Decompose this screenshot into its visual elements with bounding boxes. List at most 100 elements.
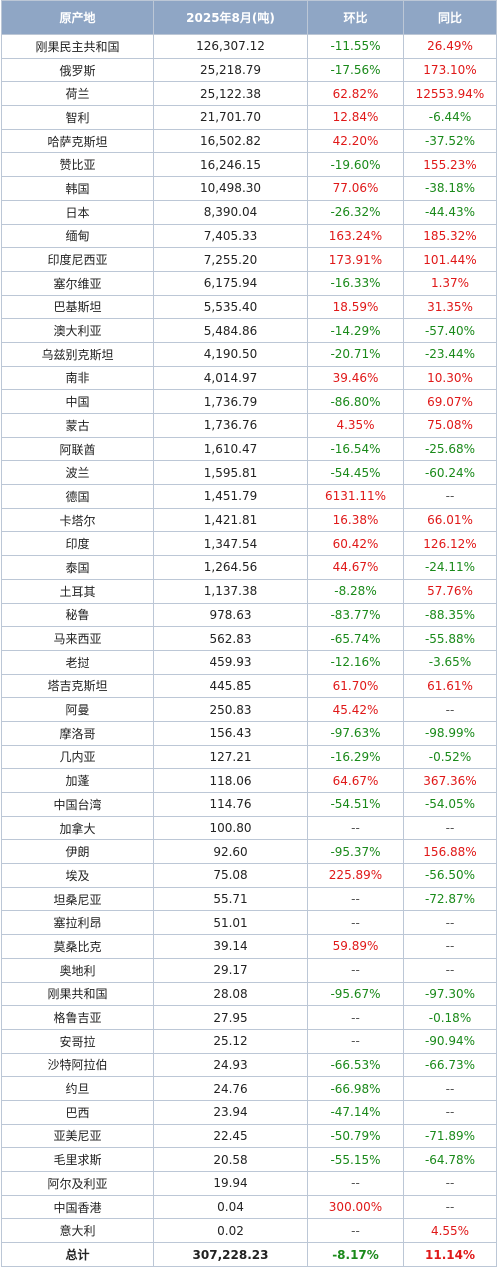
yoy-cell: 31.35% bbox=[403, 294, 497, 320]
table-row: 伊朗 92.60 -95.37% 156.88% bbox=[1, 839, 497, 865]
origin-cell: 日本 bbox=[1, 199, 154, 225]
origin-cell: 秘鲁 bbox=[1, 602, 154, 628]
volume-cell: 16,246.15 bbox=[153, 152, 308, 178]
table-row: 蒙古 1,736.76 4.35% 75.08% bbox=[1, 413, 497, 438]
origin-cell: 巴西 bbox=[1, 1099, 154, 1125]
table-row: 刚果共和国 28.08 -95.67% -97.30% bbox=[1, 981, 497, 1007]
volume-cell: 1,610.47 bbox=[153, 436, 308, 462]
table-row: 中国香港 0.04 300.00% -- bbox=[1, 1194, 497, 1220]
header-mom: 环比 bbox=[307, 0, 404, 35]
mom-cell: -97.63% bbox=[307, 720, 404, 746]
volume-cell: 1,736.79 bbox=[153, 389, 308, 414]
table-row: 俄罗斯 25,218.79 -17.56% 173.10% bbox=[1, 57, 497, 83]
origin-cell: 德国 bbox=[1, 484, 154, 509]
volume-cell: 25,218.79 bbox=[153, 57, 308, 83]
origin-cell: 阿尔及利亚 bbox=[1, 1171, 154, 1196]
volume-cell: 10,498.30 bbox=[153, 176, 308, 201]
yoy-cell: 1.37% bbox=[403, 270, 497, 296]
mom-cell: -65.74% bbox=[307, 626, 404, 651]
mom-cell: 300.00% bbox=[307, 1194, 404, 1220]
mom-cell: 45.42% bbox=[307, 697, 404, 722]
yoy-cell: -- bbox=[403, 1099, 497, 1125]
volume-cell: 23.94 bbox=[153, 1099, 308, 1125]
yoy-cell: -57.40% bbox=[403, 318, 497, 343]
yoy-cell: 11.14% bbox=[403, 1242, 497, 1268]
table-row: 波兰 1,595.81 -54.45% -60.24% bbox=[1, 460, 497, 486]
header-row: 原产地 2025年8月(吨) 环比 同比 bbox=[1, 0, 497, 35]
origin-cell: 伊朗 bbox=[1, 839, 154, 865]
yoy-cell: -0.18% bbox=[403, 1005, 497, 1030]
volume-cell: 5,535.40 bbox=[153, 294, 308, 320]
mom-cell: -16.33% bbox=[307, 270, 404, 296]
mom-cell: 42.20% bbox=[307, 128, 404, 154]
yoy-cell: -72.87% bbox=[403, 886, 497, 912]
origin-cell: 莫桑比克 bbox=[1, 934, 154, 959]
origin-cell: 澳大利亚 bbox=[1, 318, 154, 343]
volume-cell: 0.04 bbox=[153, 1194, 308, 1220]
yoy-cell: 155.23% bbox=[403, 152, 497, 178]
mom-cell: -11.55% bbox=[307, 34, 404, 59]
yoy-cell: -55.88% bbox=[403, 626, 497, 651]
origin-cell: 蒙古 bbox=[1, 413, 154, 438]
mom-cell: 173.91% bbox=[307, 247, 404, 272]
yoy-cell: 4.55% bbox=[403, 1218, 497, 1244]
origin-cell: 南非 bbox=[1, 365, 154, 391]
yoy-cell: -- bbox=[403, 910, 497, 936]
yoy-cell: -- bbox=[403, 697, 497, 722]
mom-cell: 6131.11% bbox=[307, 484, 404, 509]
volume-cell: 1,736.76 bbox=[153, 413, 308, 438]
volume-cell: 250.83 bbox=[153, 697, 308, 722]
mom-cell: -- bbox=[307, 1218, 404, 1244]
yoy-cell: -- bbox=[403, 1171, 497, 1196]
origin-cell: 刚果民主共和国 bbox=[1, 34, 154, 59]
table-row: 卡塔尔 1,421.81 16.38% 66.01% bbox=[1, 507, 497, 533]
header-origin: 原产地 bbox=[1, 0, 154, 35]
origin-cell: 土耳其 bbox=[1, 578, 154, 604]
yoy-cell: 185.32% bbox=[403, 223, 497, 249]
volume-cell: 19.94 bbox=[153, 1171, 308, 1196]
volume-cell: 100.80 bbox=[153, 815, 308, 841]
mom-cell: 61.70% bbox=[307, 673, 404, 699]
table-row: 巴西 23.94 -47.14% -- bbox=[1, 1099, 497, 1125]
mom-cell: -- bbox=[307, 910, 404, 936]
mom-cell: -20.71% bbox=[307, 341, 404, 367]
yoy-cell: -54.05% bbox=[403, 792, 497, 817]
table-row: 几内亚 127.21 -16.29% -0.52% bbox=[1, 744, 497, 770]
volume-cell: 118.06 bbox=[153, 768, 308, 793]
table-body: 刚果民主共和国 126,307.12 -11.55% 26.49% 俄罗斯 25,218.… bbox=[1, 34, 497, 1268]
origin-cell: 哈萨克斯坦 bbox=[1, 128, 154, 154]
yoy-cell: -97.30% bbox=[403, 981, 497, 1007]
table-row: 印度尼西亚 7,255.20 173.91% 101.44% bbox=[1, 247, 497, 272]
table-row: 日本 8,390.04 -26.32% -44.43% bbox=[1, 199, 497, 225]
table-row: 哈萨克斯坦 16,502.82 42.20% -37.52% bbox=[1, 128, 497, 154]
volume-cell: 1,347.54 bbox=[153, 531, 308, 557]
volume-cell: 27.95 bbox=[153, 1005, 308, 1030]
yoy-cell: 101.44% bbox=[403, 247, 497, 272]
yoy-cell: -- bbox=[403, 934, 497, 959]
table-row: 印度 1,347.54 60.42% 126.12% bbox=[1, 531, 497, 557]
yoy-cell: -- bbox=[403, 815, 497, 841]
table-row: 塞拉利昂 51.01 -- -- bbox=[1, 910, 497, 936]
mom-cell: -95.67% bbox=[307, 981, 404, 1007]
table-row: 毛里求斯 20.58 -55.15% -64.78% bbox=[1, 1147, 497, 1172]
mom-cell: -- bbox=[307, 1028, 404, 1054]
origin-cell: 刚果共和国 bbox=[1, 981, 154, 1007]
total-row: 总计 307,228.23 -8.17% 11.14% bbox=[1, 1242, 497, 1268]
yoy-cell: -- bbox=[403, 1194, 497, 1220]
volume-cell: 25,122.38 bbox=[153, 81, 308, 107]
volume-cell: 92.60 bbox=[153, 839, 308, 865]
table-row: 奥地利 29.17 -- -- bbox=[1, 957, 497, 983]
mom-cell: -16.54% bbox=[307, 436, 404, 462]
yoy-cell: 10.30% bbox=[403, 365, 497, 391]
volume-cell: 22.45 bbox=[153, 1123, 308, 1149]
origin-cell: 意大利 bbox=[1, 1218, 154, 1244]
yoy-cell: -6.44% bbox=[403, 105, 497, 130]
yoy-cell: -71.89% bbox=[403, 1123, 497, 1149]
table-row: 智利 21,701.70 12.84% -6.44% bbox=[1, 105, 497, 130]
origin-cell: 中国台湾 bbox=[1, 792, 154, 817]
mom-cell: 4.35% bbox=[307, 413, 404, 438]
volume-cell: 1,137.38 bbox=[153, 578, 308, 604]
table-row: 塞尔维亚 6,175.94 -16.33% 1.37% bbox=[1, 270, 497, 296]
mom-cell: -12.16% bbox=[307, 649, 404, 675]
